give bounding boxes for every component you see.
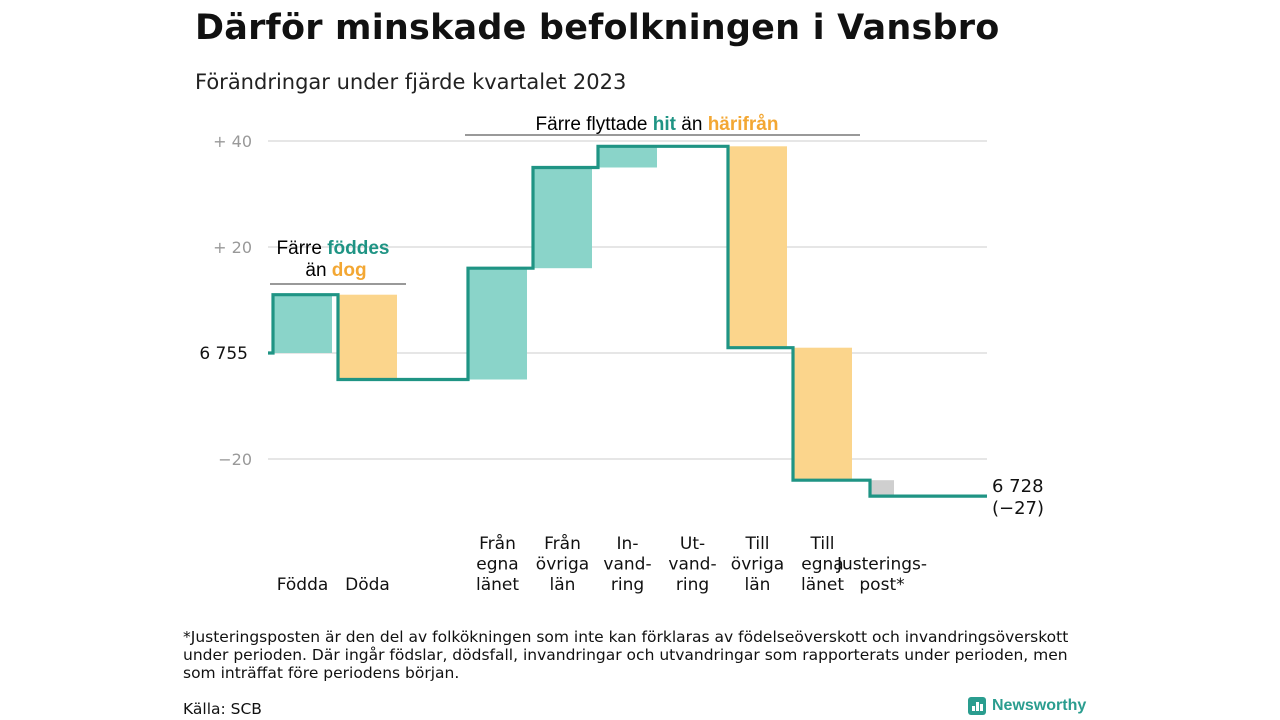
waterfall-bar (793, 347, 852, 481)
waterfall-bar (338, 294, 397, 380)
category-label: vand- (603, 555, 651, 575)
waterfall-bar (598, 146, 657, 168)
category-label: län (550, 575, 576, 595)
category-label: länet (801, 575, 844, 595)
category-label: Döda (345, 575, 390, 595)
waterfall-bar (728, 146, 787, 348)
annotation-text: Färre flyttade (536, 114, 653, 135)
annotation-births-line2: än dog (305, 260, 366, 281)
annotation-text: Färre (277, 238, 328, 259)
category-label: Från (544, 533, 581, 554)
y-tick-label: + 40 (213, 132, 252, 151)
footnote: *Justeringsposten är den del av folkökni… (183, 628, 1069, 682)
category-label: ring (611, 575, 644, 595)
cumulative-step-line (268, 144, 987, 498)
category-label: övriga (536, 555, 589, 575)
category-label: vand- (668, 555, 716, 575)
annotation-migration: Färre flyttade hit än härifrån (536, 114, 779, 135)
chart-subtitle: Förändringar under fjärde kvartalet 2023 (195, 70, 627, 94)
brand-name: Newsworthy (992, 697, 1087, 714)
category-label: övriga (731, 555, 784, 575)
category-label: egna (801, 555, 843, 575)
start-value-label: 6 755 (199, 344, 248, 364)
category-label: Ut- (680, 534, 705, 554)
category-label: länet (476, 575, 519, 595)
end-change-label: (−27) (992, 498, 1044, 519)
annotation-text: än (676, 114, 708, 135)
category-label: Till (809, 534, 834, 554)
chart-title: Därför minskade befolkningen i Vansbro (195, 8, 1000, 48)
end-value-label: 6 728 (992, 476, 1044, 497)
annotation-text: än (305, 260, 331, 281)
category-label: län (745, 575, 771, 595)
waterfall-bar (468, 268, 527, 380)
source-note: Källa: SCB (183, 700, 262, 718)
category-label: ring (676, 575, 709, 595)
annotation-keyword: dog (332, 260, 367, 281)
newsworthy-logo-icon (968, 697, 986, 715)
category-label: post* (859, 575, 904, 595)
category-label: Från (479, 533, 516, 554)
category-label: Till (744, 534, 769, 554)
waterfall-bar (273, 294, 332, 353)
waterfall-bar (533, 167, 592, 269)
y-tick-label: −20 (218, 450, 252, 469)
waterfall-bar (870, 480, 894, 497)
y-tick-label: + 20 (213, 238, 252, 257)
category-label: Födda (277, 575, 329, 595)
annotation-keyword: härifrån (708, 114, 779, 135)
category-label: egna (476, 555, 518, 575)
annotation-keyword: hit (653, 114, 677, 135)
category-label: Justerings- (836, 555, 927, 575)
brand-logo: Newsworthy (968, 697, 1086, 715)
annotation-births-line1: Färre föddes (277, 238, 390, 259)
category-label: In- (617, 534, 639, 554)
annotation-keyword: föddes (327, 238, 389, 259)
